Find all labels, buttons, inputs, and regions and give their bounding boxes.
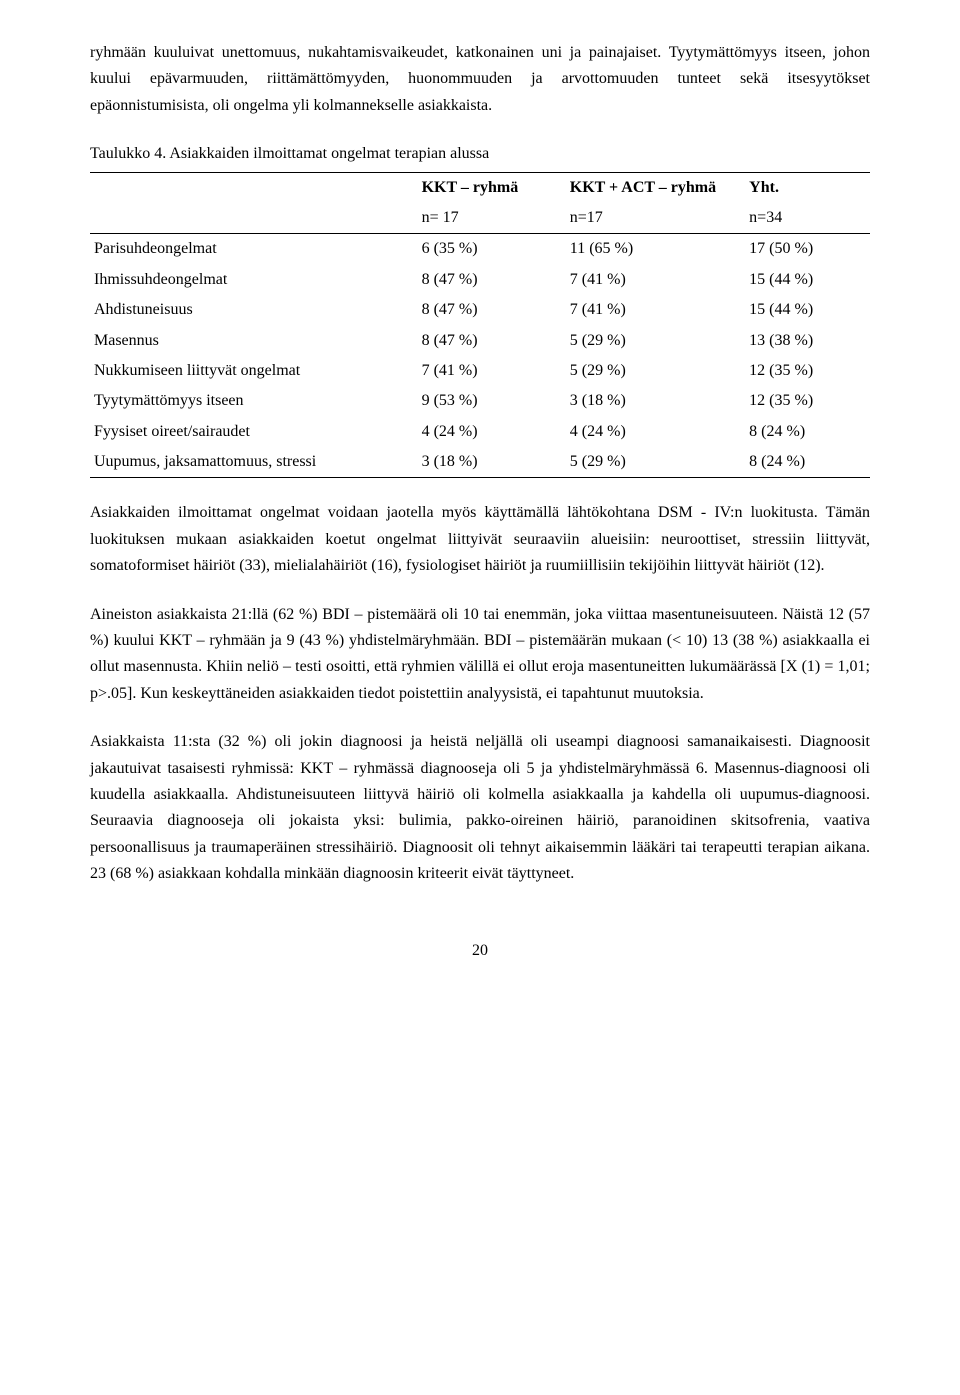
table-cell: Nukkumiseen liittyvät ongelmat	[90, 356, 418, 386]
table-cell: 8 (47 %)	[418, 326, 566, 356]
table-cell: 5 (29 %)	[566, 326, 745, 356]
table-cell: Tyytymättömyys itseen	[90, 386, 418, 416]
table-cell: 4 (24 %)	[418, 417, 566, 447]
table-header-cell: n=17	[566, 203, 745, 234]
table-header-cell	[90, 172, 418, 203]
table-cell: 17 (50 %)	[745, 234, 870, 265]
table-cell: Fyysiset oireet/sairaudet	[90, 417, 418, 447]
table-header-row-1: KKT – ryhmä KKT + ACT – ryhmä Yht.	[90, 172, 870, 203]
table-row: Uupumus, jaksamattomuus, stressi3 (18 %)…	[90, 447, 870, 478]
body-paragraph-1: ryhmään kuuluivat unettomuus, nukahtamis…	[90, 40, 870, 119]
table-cell: 8 (24 %)	[745, 417, 870, 447]
table-row: Masennus8 (47 %)5 (29 %)13 (38 %)	[90, 326, 870, 356]
table-row: Fyysiset oireet/sairaudet4 (24 %)4 (24 %…	[90, 417, 870, 447]
table-header-cell: n=34	[745, 203, 870, 234]
table-cell: 3 (18 %)	[566, 386, 745, 416]
table-cell: 7 (41 %)	[418, 356, 566, 386]
table-cell: 13 (38 %)	[745, 326, 870, 356]
table-cell: 8 (24 %)	[745, 447, 870, 478]
table-row: Tyytymättömyys itseen9 (53 %)3 (18 %)12 …	[90, 386, 870, 416]
body-paragraph-4: Asiakkaista 11:sta (32 %) oli jokin diag…	[90, 729, 870, 887]
table-cell: 5 (29 %)	[566, 356, 745, 386]
page-number: 20	[90, 938, 870, 964]
table-cell: Ihmissuhdeongelmat	[90, 265, 418, 295]
table-cell: 3 (18 %)	[418, 447, 566, 478]
table-cell: 7 (41 %)	[566, 295, 745, 325]
table-cell: 8 (47 %)	[418, 265, 566, 295]
body-paragraph-2: Asiakkaiden ilmoittamat ongelmat voidaan…	[90, 500, 870, 579]
table-header-cell: Yht.	[745, 172, 870, 203]
table-cell: Uupumus, jaksamattomuus, stressi	[90, 447, 418, 478]
table-header-cell: KKT + ACT – ryhmä	[566, 172, 745, 203]
table-cell: 5 (29 %)	[566, 447, 745, 478]
table-cell: 4 (24 %)	[566, 417, 745, 447]
table-cell: 12 (35 %)	[745, 356, 870, 386]
table-row: Ahdistuneisuus8 (47 %)7 (41 %)15 (44 %)	[90, 295, 870, 325]
table-cell: 6 (35 %)	[418, 234, 566, 265]
table-title: Taulukko 4. Asiakkaiden ilmoittamat onge…	[90, 141, 870, 167]
table-cell: 9 (53 %)	[418, 386, 566, 416]
table-row: Nukkumiseen liittyvät ongelmat7 (41 %)5 …	[90, 356, 870, 386]
results-table: KKT – ryhmä KKT + ACT – ryhmä Yht. n= 17…	[90, 172, 870, 479]
table-cell: 8 (47 %)	[418, 295, 566, 325]
table-header-row-2: n= 17 n=17 n=34	[90, 203, 870, 234]
table-cell: Masennus	[90, 326, 418, 356]
table-cell: Ahdistuneisuus	[90, 295, 418, 325]
table-row: Parisuhdeongelmat6 (35 %)11 (65 %)17 (50…	[90, 234, 870, 265]
table-header-cell	[90, 203, 418, 234]
table-header-cell: n= 17	[418, 203, 566, 234]
table-row: Ihmissuhdeongelmat8 (47 %)7 (41 %)15 (44…	[90, 265, 870, 295]
body-paragraph-3: Aineiston asiakkaista 21:llä (62 %) BDI …	[90, 602, 870, 708]
table-header-cell: KKT – ryhmä	[418, 172, 566, 203]
table-cell: 7 (41 %)	[566, 265, 745, 295]
table-cell: 15 (44 %)	[745, 265, 870, 295]
table-cell: Parisuhdeongelmat	[90, 234, 418, 265]
table-cell: 11 (65 %)	[566, 234, 745, 265]
table-cell: 12 (35 %)	[745, 386, 870, 416]
table-cell: 15 (44 %)	[745, 295, 870, 325]
